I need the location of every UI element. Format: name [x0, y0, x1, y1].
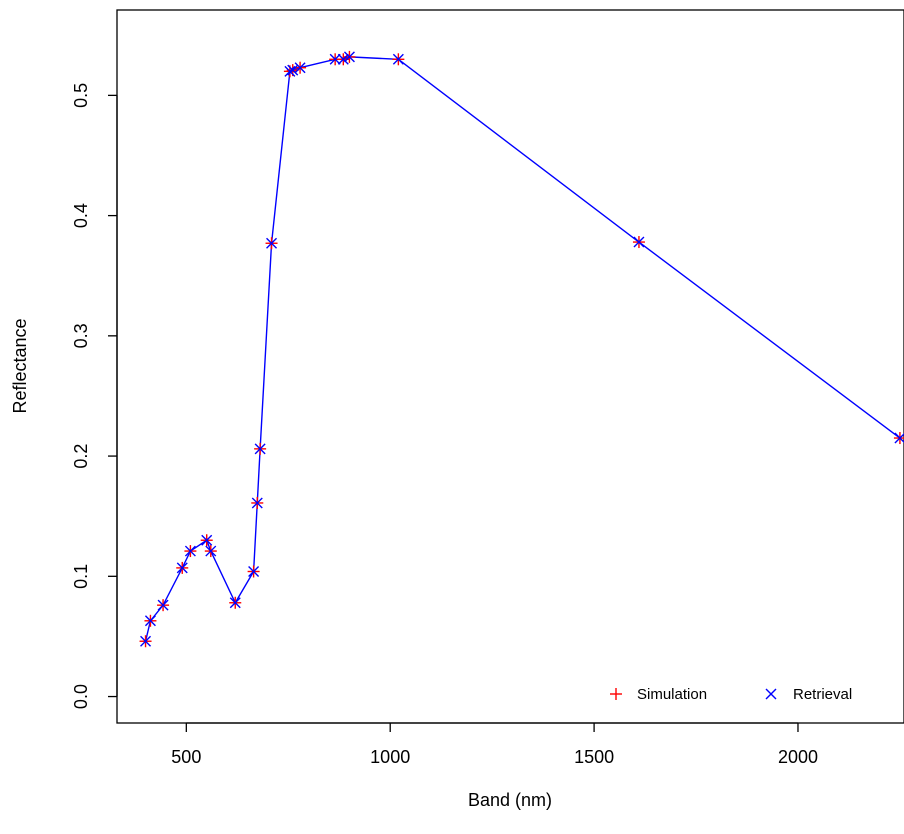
- retrieval-point: [157, 599, 169, 611]
- y-tick-label: 0.5: [71, 83, 91, 108]
- retrieval-point: [184, 545, 196, 557]
- x-tick-label: 500: [171, 747, 201, 767]
- retrieval-point: [343, 51, 355, 63]
- legend-label-retrieval: Retrieval: [793, 686, 852, 703]
- plot-frame: [116, 9, 904, 724]
- retrieval-point: [633, 236, 645, 248]
- x-tick-label: 1000: [370, 747, 410, 767]
- retrieval-point: [251, 497, 263, 509]
- retrieval-point: [140, 635, 152, 647]
- x-axis: 500 1000 1500 2000: [171, 722, 818, 767]
- retrieval-point: [144, 615, 156, 627]
- y-tick-label: 0.2: [71, 444, 91, 469]
- y-axis-label: Reflectance: [10, 318, 30, 413]
- retrieval-point: [287, 64, 299, 76]
- retrieval-point: [229, 597, 241, 609]
- legend: Simulation Retrieval: [610, 686, 852, 703]
- retrieval-point: [205, 545, 217, 557]
- retrieval-point: [266, 237, 278, 249]
- x-tick-label: 1500: [574, 747, 614, 767]
- retrieval-point: [176, 562, 188, 574]
- y-axis: 0.0 0.1 0.2 0.3 0.4 0.5: [71, 83, 118, 709]
- x-axis-label: Band (nm): [468, 790, 552, 810]
- retrieval-point: [284, 65, 296, 77]
- retrieval-point: [894, 432, 904, 444]
- retrieval-line: [144, 56, 901, 642]
- retrieval-point: [201, 534, 213, 546]
- y-tick-label: 0.1: [71, 564, 91, 589]
- retrieval-point: [392, 53, 404, 65]
- retrieval-point: [337, 53, 349, 65]
- retrieval-point: [329, 53, 341, 65]
- legend-label-simulation: Simulation: [637, 686, 707, 703]
- retrieval-point: [294, 62, 306, 74]
- retrieval-point: [248, 566, 260, 577]
- y-tick-label: 0.4: [71, 203, 91, 228]
- legend-marker-retrieval: [765, 688, 777, 700]
- y-tick-label: 0.0: [71, 684, 91, 709]
- retrieval-point: [254, 443, 266, 455]
- series-layer: [139, 50, 904, 648]
- legend-marker-simulation: [610, 688, 622, 700]
- x-tick-label: 2000: [778, 747, 818, 767]
- y-tick-label: 0.3: [71, 323, 91, 348]
